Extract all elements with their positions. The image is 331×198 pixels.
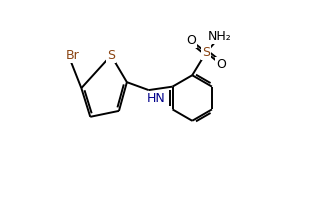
Text: O: O bbox=[186, 34, 196, 47]
Text: NH₂: NH₂ bbox=[208, 30, 232, 43]
Text: S: S bbox=[107, 49, 115, 62]
Text: O: O bbox=[216, 58, 226, 71]
Text: Br: Br bbox=[66, 49, 79, 62]
Text: S: S bbox=[202, 46, 210, 59]
Text: HN: HN bbox=[147, 91, 166, 105]
